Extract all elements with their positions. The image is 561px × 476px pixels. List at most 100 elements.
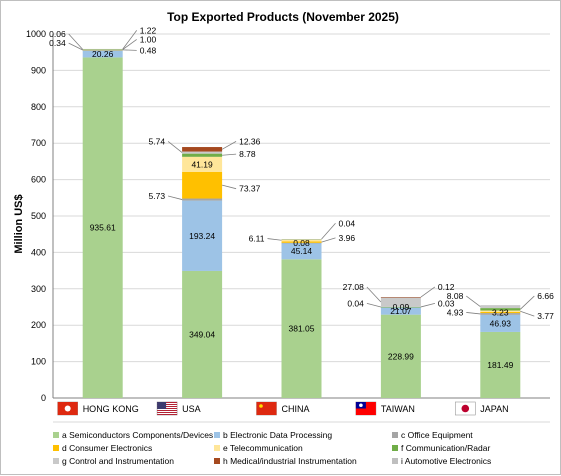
legend-swatch-c xyxy=(392,432,398,438)
y-tick-label: 800 xyxy=(31,102,46,112)
data-label: 46.93 xyxy=(490,318,512,328)
leader-line xyxy=(122,30,138,50)
leader-line xyxy=(122,39,137,50)
data-label: 3.77 xyxy=(537,311,554,321)
data-label: 5.74 xyxy=(149,136,166,146)
bar-segment-a xyxy=(182,270,223,398)
bar-segment-h xyxy=(380,297,421,298)
y-axis-ticks: 0 100 200 300 400 500 600 700 800 900 1000 xyxy=(26,29,46,403)
leader-line xyxy=(520,310,535,317)
data-label: 193.24 xyxy=(189,231,215,241)
legend-label: i Automotive Electronics xyxy=(401,456,491,466)
bar-segment-f xyxy=(480,308,521,311)
data-label: 0.04 xyxy=(347,298,364,308)
y-tick-label: 600 xyxy=(31,175,46,185)
leader-line xyxy=(466,312,481,315)
bar-segment-d xyxy=(82,49,123,51)
data-label: 181.49 xyxy=(487,360,513,370)
leader-line xyxy=(68,42,83,51)
chart-title: Top Exported Products (November 2025) xyxy=(167,10,399,24)
y-tick-label: 500 xyxy=(31,211,46,221)
leader-line xyxy=(122,49,137,51)
bars xyxy=(82,48,521,399)
bar-segment-g xyxy=(281,239,322,240)
flag-field xyxy=(256,402,277,415)
bar-segment-g xyxy=(182,151,223,154)
data-label: 20.26 xyxy=(92,49,114,59)
legend-label: g Control and Instrumentation xyxy=(62,456,174,466)
flag-star xyxy=(259,404,263,408)
data-label: 27.08 xyxy=(343,282,365,292)
flag-stripe xyxy=(157,406,178,407)
legend-swatch-a xyxy=(53,432,59,438)
flag-stripe xyxy=(157,404,178,405)
category-label: JAPAN xyxy=(480,404,508,414)
data-label: 0.48 xyxy=(140,45,157,55)
bar-segment-e xyxy=(182,156,223,172)
data-label: 6.66 xyxy=(537,291,554,301)
data-label: 0.03 xyxy=(438,298,455,308)
data-label: 1.00 xyxy=(140,34,157,44)
bar-segment-e xyxy=(480,310,521,312)
data-label: 349.04 xyxy=(189,329,215,339)
flag-disc xyxy=(461,404,470,413)
data-label: 3.23 xyxy=(492,307,509,317)
y-tick-label: 900 xyxy=(31,65,46,75)
data-label: 4.93 xyxy=(447,307,464,317)
bar-segment-g xyxy=(82,48,123,50)
bar-segment-g xyxy=(480,305,521,309)
data-label: 45.14 xyxy=(291,246,313,256)
data-label: 0.04 xyxy=(339,218,356,228)
bar-segment-e xyxy=(281,239,322,242)
y-tick-label: 400 xyxy=(31,247,46,257)
leader-line xyxy=(366,302,381,308)
data-label: 228.99 xyxy=(388,351,414,361)
bar-segment-f xyxy=(182,153,223,157)
bar-segment-g xyxy=(380,297,421,307)
flag-sun xyxy=(359,403,363,408)
bar-segment-h xyxy=(182,147,223,152)
leader-line xyxy=(520,295,535,310)
bar-segment-b xyxy=(380,306,421,315)
leader-line xyxy=(420,302,435,308)
bar-segment-b xyxy=(480,314,521,332)
leader-line xyxy=(222,184,237,190)
leader-line xyxy=(466,295,481,307)
bar-segment-a xyxy=(380,314,421,398)
bar-segment-f xyxy=(380,306,421,308)
data-label: 8.08 xyxy=(447,291,464,301)
legend-swatch-f xyxy=(392,445,398,451)
y-tick-label: 100 xyxy=(31,357,46,367)
legend-label: a Semiconductors Components/Devices xyxy=(62,430,213,440)
flag-canton xyxy=(157,402,167,409)
bar-segment-c xyxy=(281,242,322,244)
data-label: 0.09 xyxy=(393,302,410,312)
category-label: CHINA xyxy=(282,404,310,414)
bar-segment-a xyxy=(480,331,521,398)
flag-stripe xyxy=(157,402,178,403)
legend-label: c Office Equipment xyxy=(401,430,473,440)
data-label: 3.96 xyxy=(339,233,356,243)
data-label: 5.73 xyxy=(149,191,166,201)
legend-label: e Telecommunication xyxy=(223,443,303,453)
flag-stripe xyxy=(157,408,178,409)
leader-line xyxy=(420,286,436,298)
legend-label: d Consumer Electronics xyxy=(62,443,152,453)
y-tick-label: 700 xyxy=(31,138,46,148)
bar-segment-b xyxy=(281,242,322,260)
data-label: 0.08 xyxy=(293,238,310,248)
bar-segment-d xyxy=(182,171,223,199)
y-tick-label: 0 xyxy=(41,393,46,403)
data-label: 73.37 xyxy=(239,184,261,194)
bar-segment-b xyxy=(182,200,223,271)
taiwan-flag-icon xyxy=(355,401,377,416)
leader-line xyxy=(222,153,237,156)
category-axis: HONG KONG USA CHINA TAIWAN JAPAN xyxy=(53,401,550,423)
flag-stripe xyxy=(157,410,178,411)
bar-segment-a xyxy=(281,259,322,398)
bar-segment-f xyxy=(82,49,123,50)
legend: a Semiconductors Components/Devices b Ele… xyxy=(53,430,491,466)
legend-swatch-h xyxy=(214,458,220,464)
y-tick-label: 300 xyxy=(31,284,46,294)
bar-segment-c xyxy=(182,198,223,201)
